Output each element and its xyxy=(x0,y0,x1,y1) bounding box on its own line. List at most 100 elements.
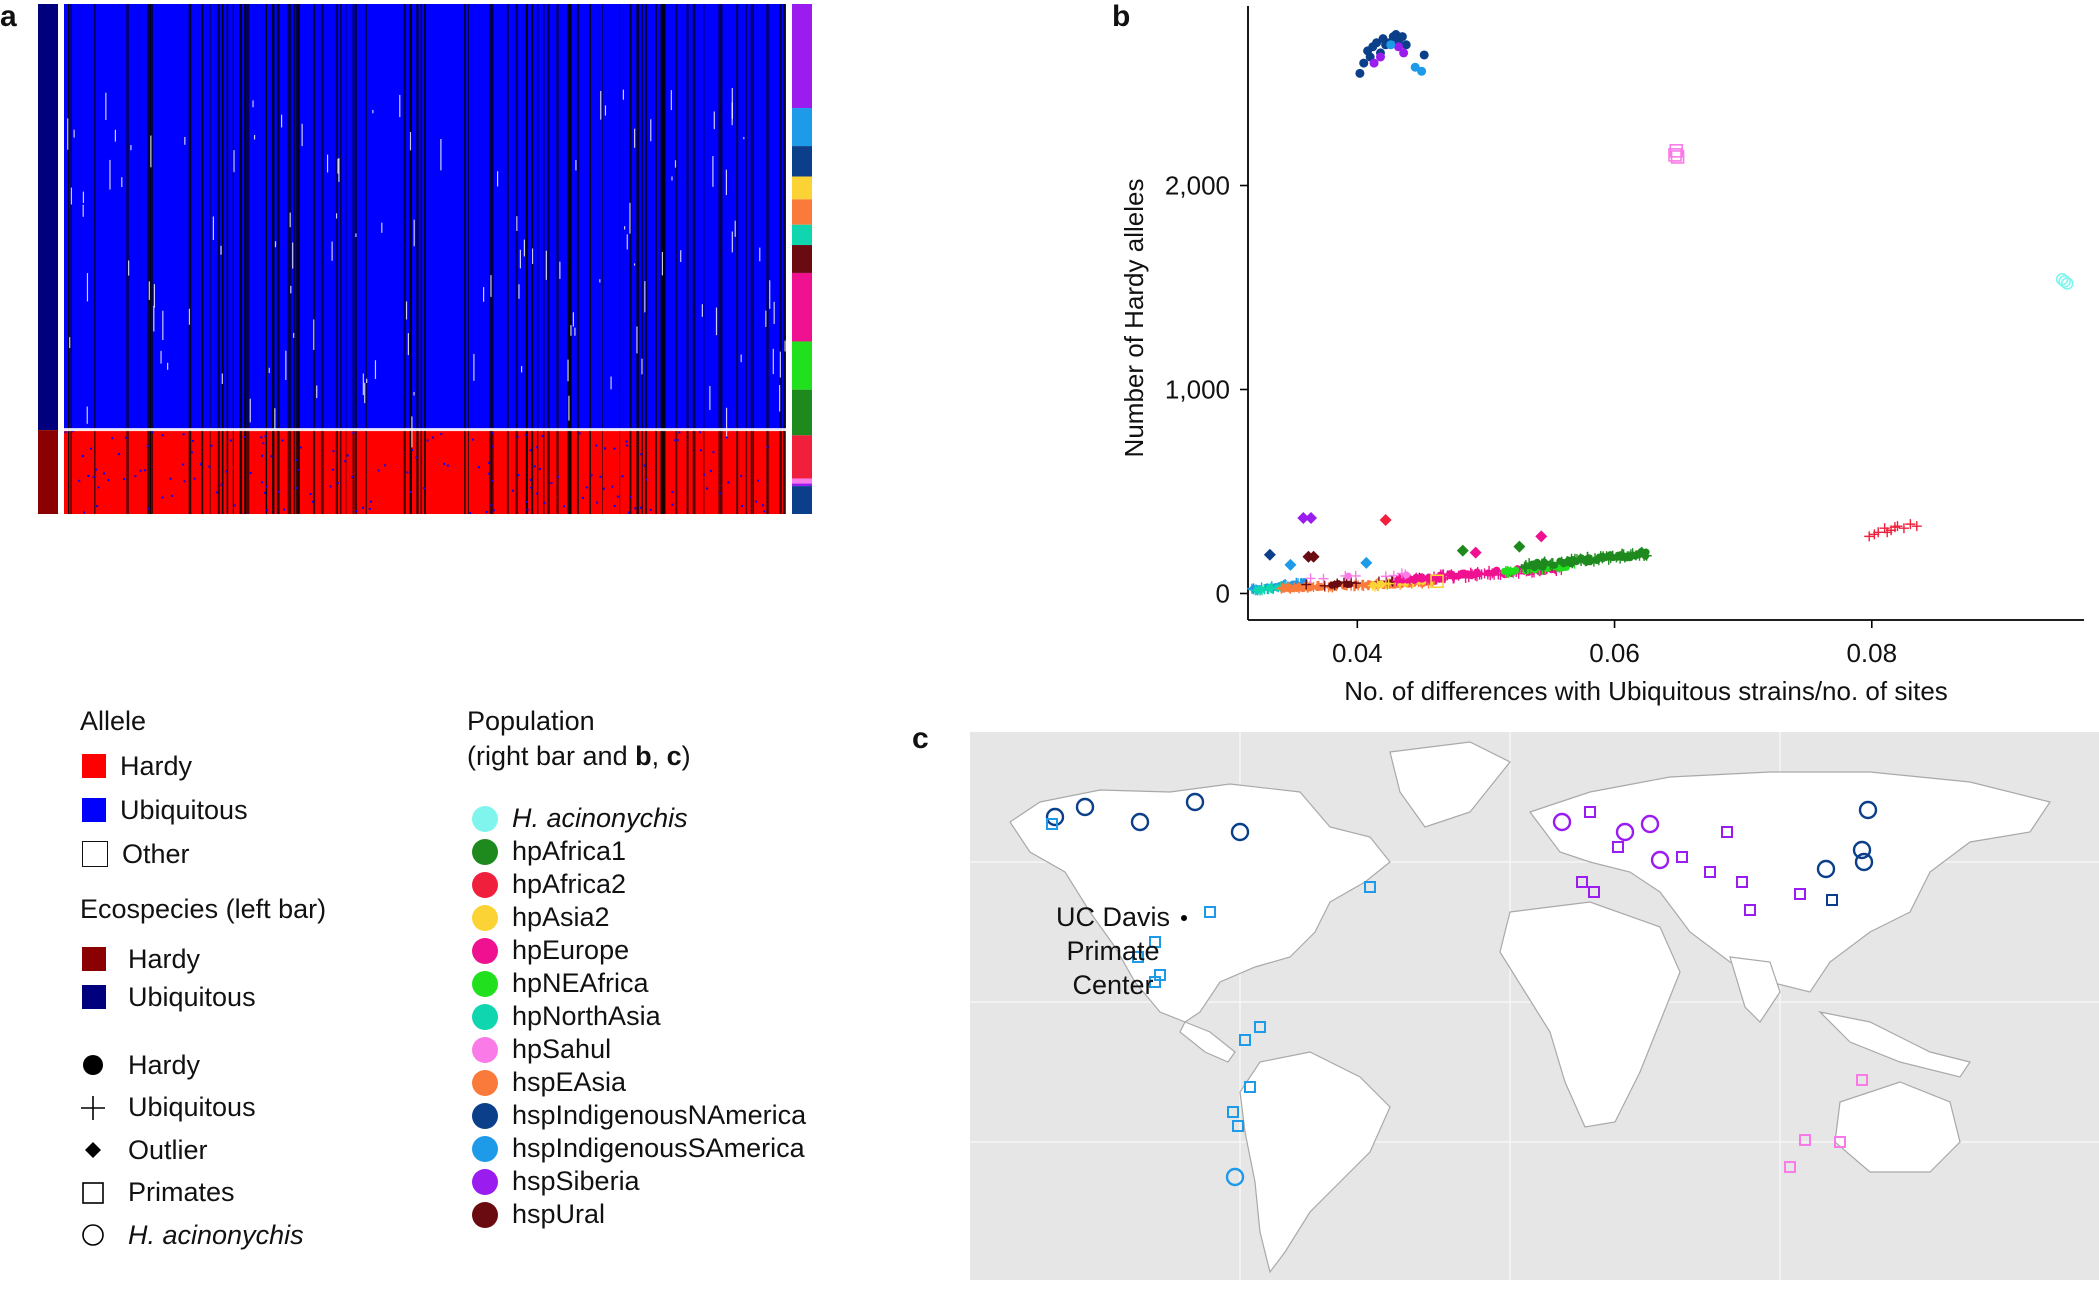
ecospecies-legend-label: Ubiquitous xyxy=(128,981,256,1012)
ubiquitous-speck xyxy=(249,472,252,475)
ubiquitous-speck xyxy=(595,444,598,447)
data-point xyxy=(1399,48,1409,58)
other-allele-speck xyxy=(784,340,786,352)
population-bar-hpNEAfrica xyxy=(792,341,812,390)
missing-column xyxy=(768,4,770,514)
ubiquitous-speck xyxy=(78,479,81,482)
ubiquitous-speck xyxy=(295,487,298,490)
other-allele-speck xyxy=(407,333,409,356)
data-point xyxy=(1317,582,1325,591)
ubiquitous-speck xyxy=(369,500,372,503)
other-allele-speck xyxy=(709,386,711,411)
ubiquitous-speck xyxy=(613,447,616,450)
other-allele-speck xyxy=(413,391,415,396)
population-bar-hspEAsia xyxy=(792,199,812,225)
ubiquitous-speck xyxy=(582,496,585,499)
ubiquitous-speck xyxy=(215,491,218,494)
missing-column xyxy=(149,4,152,514)
ubiquitous-speck xyxy=(193,477,196,480)
data-point xyxy=(1439,573,1450,584)
data-point xyxy=(1319,580,1330,591)
hardy-marker xyxy=(1650,850,1670,870)
other-allele-speck xyxy=(188,308,191,325)
data-point xyxy=(1419,50,1429,60)
ubiquitous-speck xyxy=(118,453,121,456)
missing-column xyxy=(490,4,492,514)
missing-column xyxy=(409,4,411,514)
hardy-divider xyxy=(64,428,786,432)
primate-marker xyxy=(1364,881,1376,893)
ubiquitous-speck xyxy=(351,476,354,479)
ubiquitous-speck xyxy=(626,444,629,447)
data-point xyxy=(1605,553,1616,564)
ubiquitous-speck xyxy=(64,431,67,434)
ubiquitous-speck xyxy=(182,433,185,436)
missing-column xyxy=(188,4,192,514)
ubiquitous-speck xyxy=(536,446,539,449)
ubiquitous-speck xyxy=(377,469,380,472)
data-point xyxy=(1529,560,1537,568)
missing-column xyxy=(557,4,559,514)
population-legend-label: hpNorthAsia xyxy=(512,1001,661,1031)
ubiquitous-speck xyxy=(183,480,186,483)
other-allele-speck xyxy=(725,169,728,196)
series-hspSiberia-circle xyxy=(1369,42,1409,68)
other-allele-speck xyxy=(253,134,256,140)
missing-column xyxy=(641,4,643,514)
ubiquitous-speck xyxy=(243,435,246,438)
other-allele-speck xyxy=(221,373,223,384)
ecospecies-legend-label: Hardy xyxy=(128,943,201,974)
hardy-marker xyxy=(1130,812,1150,832)
hardy-marker xyxy=(1225,1167,1245,1187)
ubiquitous-speck xyxy=(336,482,339,485)
hardy-marker xyxy=(1045,807,1065,827)
primate-marker xyxy=(1676,851,1688,863)
ubiquitous-speck xyxy=(536,492,539,495)
ubiquitous-speck xyxy=(83,511,86,514)
missing-column xyxy=(525,4,528,514)
data-point xyxy=(1869,529,1880,540)
data-point xyxy=(1397,32,1407,42)
shape-legend-label: Hardy xyxy=(128,1049,201,1080)
population-color-dot xyxy=(472,1201,498,1228)
heatmap-missing-columns xyxy=(67,4,786,514)
data-point xyxy=(1560,560,1568,568)
ubiquitous-speck xyxy=(266,509,269,512)
other-allele-speck xyxy=(405,301,408,320)
ubiquitous-speck xyxy=(671,491,674,494)
other-allele-speck xyxy=(497,171,499,187)
other-allele-speck xyxy=(712,156,714,187)
landmass-eurasia xyxy=(1529,771,2051,993)
primate-marker xyxy=(1744,904,1756,916)
panel-c-label: c xyxy=(912,722,929,755)
other-allele-speck xyxy=(69,337,71,349)
ubiquitous-speck xyxy=(107,479,110,482)
other-allele-speck xyxy=(641,358,643,375)
data-point xyxy=(2060,277,2074,290)
ubiquitous-speck xyxy=(87,474,90,477)
hardy-marker xyxy=(1075,797,1095,817)
shape-legend-item: Ubiquitous xyxy=(80,1087,304,1130)
primate-marker xyxy=(1826,894,1838,906)
landmass-central-america xyxy=(1179,1021,1236,1063)
data-point xyxy=(1447,570,1458,581)
hardy-marker xyxy=(1816,859,1836,879)
data-point xyxy=(2058,275,2072,288)
other-allele-speck xyxy=(740,354,742,363)
data-point xyxy=(1430,574,1444,589)
y-tick-label: 0 xyxy=(1216,578,1230,608)
data-point xyxy=(1864,531,1875,542)
other-allele-speck xyxy=(184,136,186,145)
population-legend: H. acinonychis hpAfrica1 hpAfrica2 hpAsia2 h… xyxy=(472,802,806,1231)
ubiquitous-speck xyxy=(562,505,565,508)
population-legend-item: hspIndigenousSAmerica xyxy=(472,1132,806,1165)
ubiquitous-speck xyxy=(263,491,266,494)
ubiquitous-speck xyxy=(490,504,493,507)
ubiquitous-speck xyxy=(627,511,630,514)
ubiquitous-speck xyxy=(281,439,284,442)
ubiquitous-speck xyxy=(261,454,264,457)
other-allele-speck xyxy=(409,132,412,151)
series-hpAfrica2-plus xyxy=(1864,519,1922,542)
ubiquitous-speck xyxy=(94,468,97,471)
ubiquitous-speck xyxy=(526,508,529,511)
